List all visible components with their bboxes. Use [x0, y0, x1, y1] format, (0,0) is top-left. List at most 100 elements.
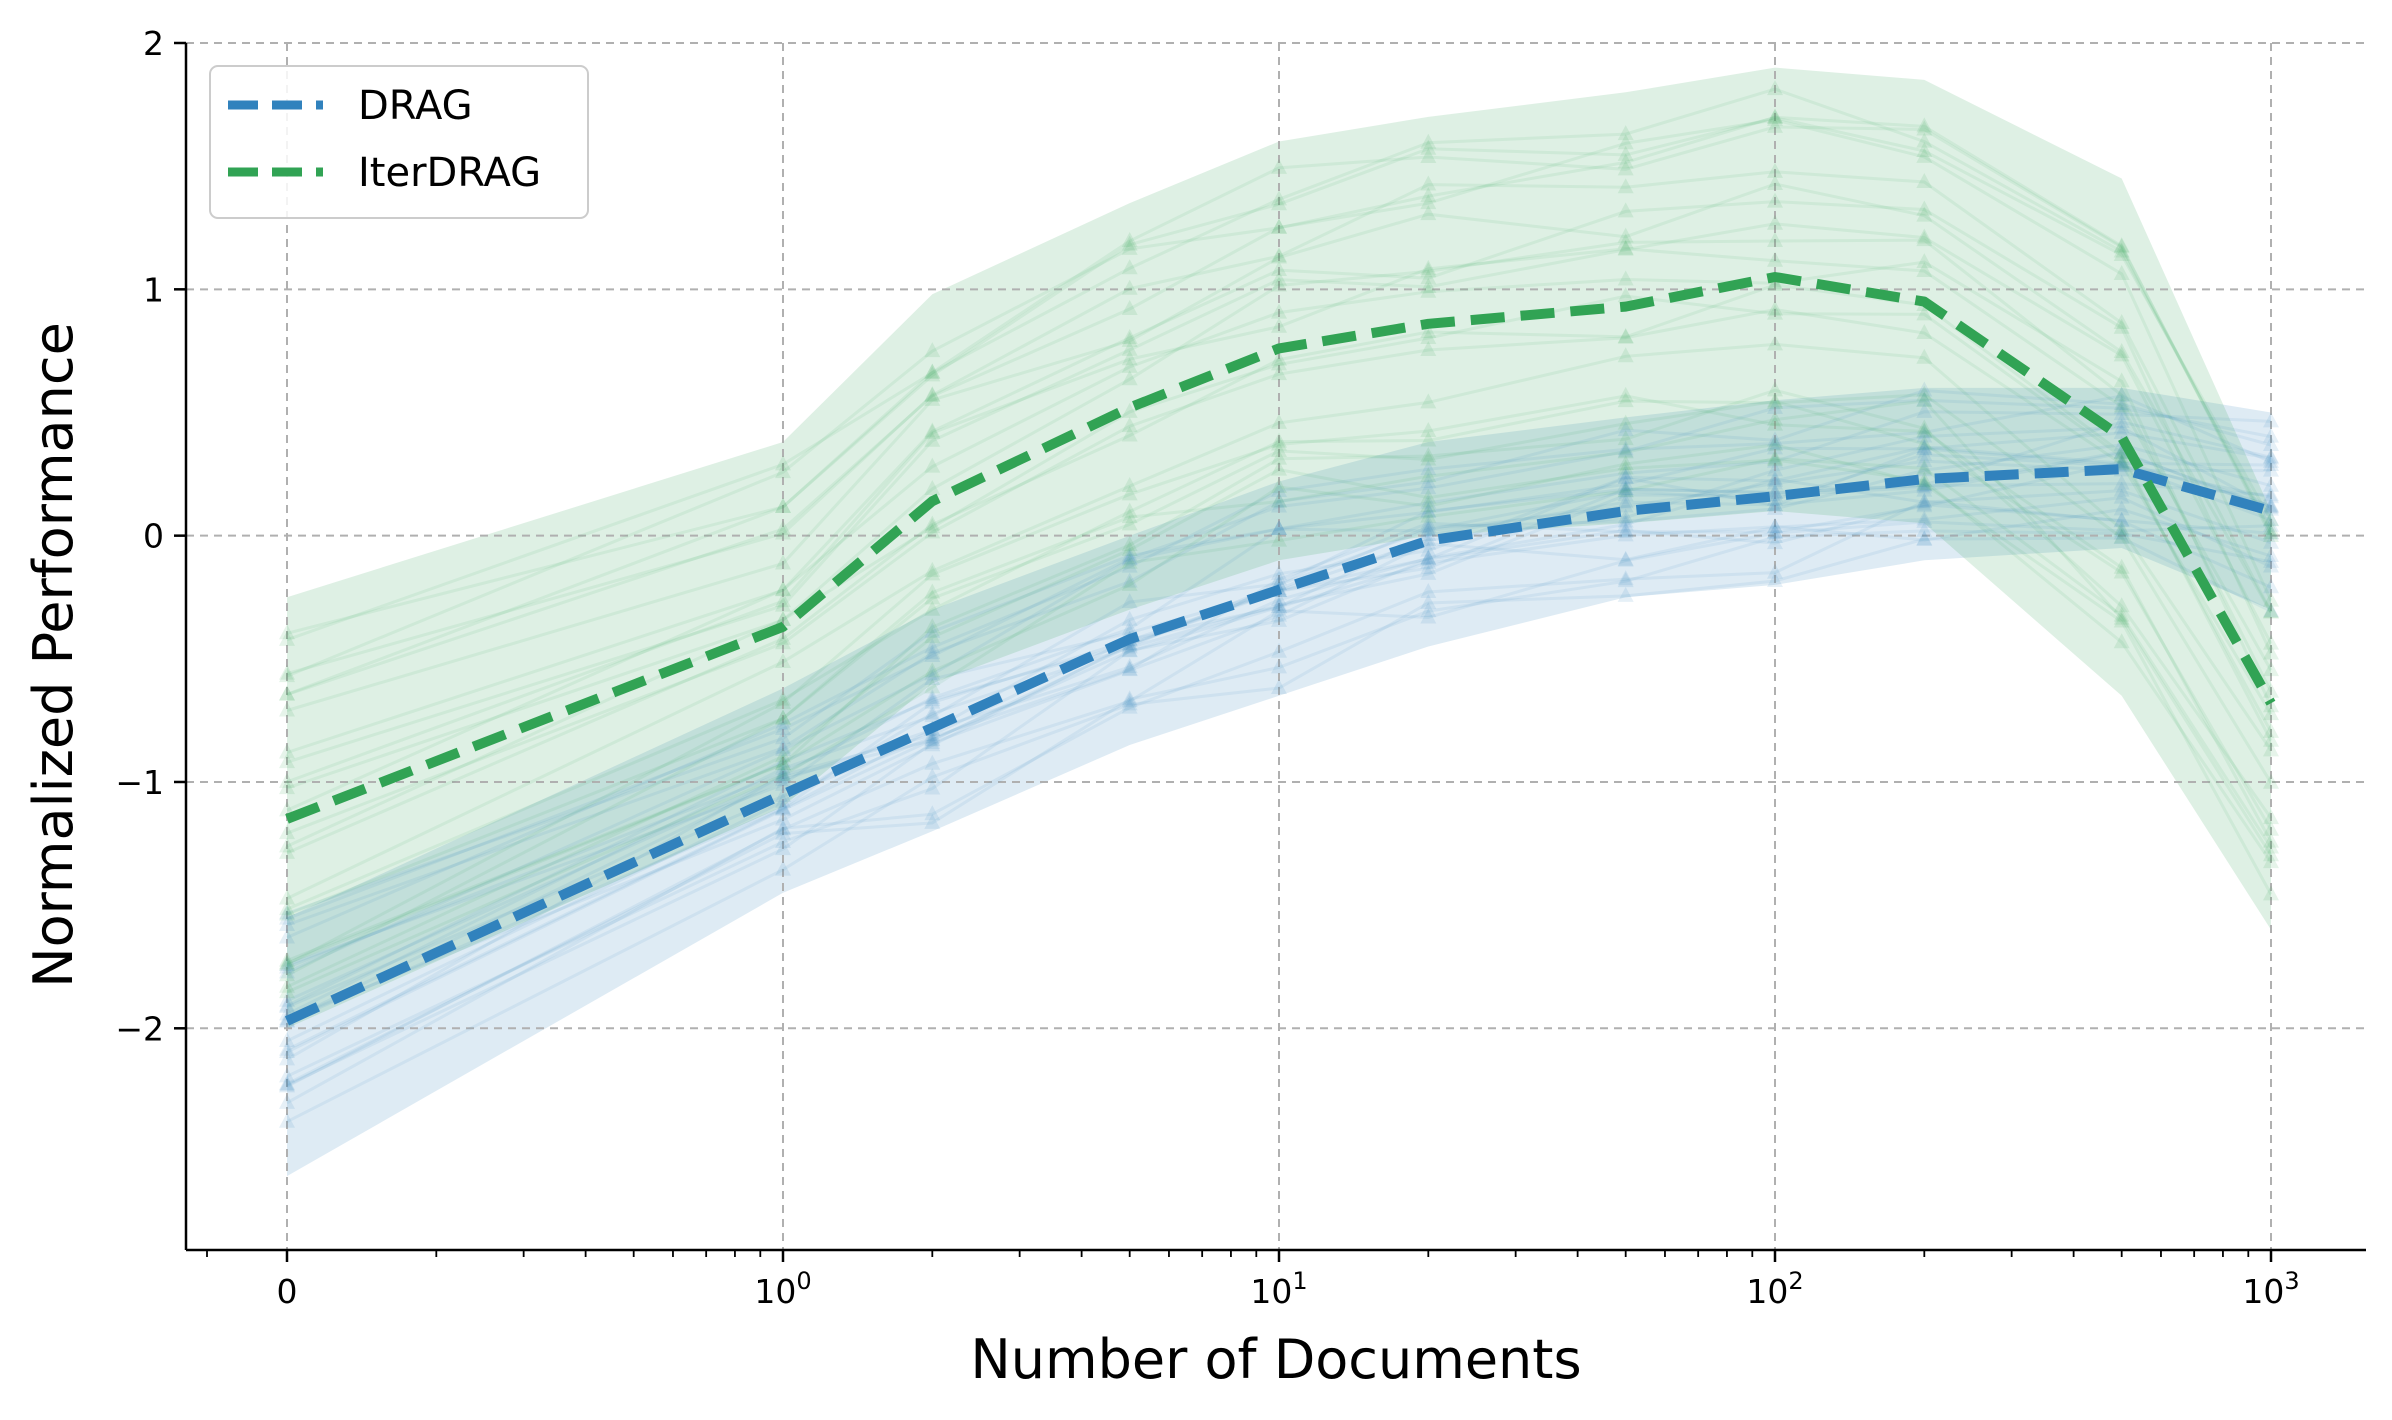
- run-marker: [2263, 603, 2279, 619]
- run-marker: [279, 1076, 295, 1092]
- run-marker: [1916, 262, 1933, 278]
- run-marker: [924, 622, 941, 638]
- run-marker: [775, 610, 791, 626]
- run-marker: [1121, 690, 1138, 706]
- run-marker: [279, 915, 295, 931]
- run-marker: [1916, 305, 1933, 321]
- run-marker: [1767, 483, 1783, 499]
- run-marker: [1617, 134, 1634, 150]
- run-marker: [2113, 633, 2130, 649]
- run-marker: [1420, 472, 1437, 488]
- run-marker: [1271, 520, 1287, 536]
- run-marker: [1121, 637, 1138, 653]
- run-marker: [924, 704, 941, 720]
- run-marker: [2113, 313, 2130, 329]
- run-marker: [279, 843, 295, 859]
- run-line: [286, 388, 2272, 927]
- run-marker: [279, 900, 295, 916]
- run-marker: [2113, 399, 2130, 415]
- run-marker: [279, 1077, 295, 1093]
- run-marker: [775, 792, 791, 808]
- run-marker: [1271, 596, 1287, 612]
- run-line: [286, 294, 2273, 848]
- run-line: [286, 399, 2273, 916]
- run-marker: [924, 768, 941, 784]
- run-marker: [1916, 402, 1933, 418]
- run-marker: [924, 457, 941, 473]
- run-marker: [2263, 427, 2279, 443]
- y-axis-title: Normalized Performance: [22, 322, 85, 988]
- run-marker: [1767, 483, 1783, 499]
- run-line: [286, 200, 2273, 754]
- run-marker: [1916, 475, 1933, 491]
- run-marker: [279, 624, 295, 640]
- run-marker: [1420, 139, 1437, 155]
- run-marker: [2113, 395, 2130, 411]
- run-marker: [775, 720, 791, 736]
- run-marker: [1271, 190, 1287, 206]
- legend-label-iterdrag: IterDRAG: [358, 150, 541, 196]
- run-marker: [2263, 533, 2279, 549]
- run-marker: [279, 753, 295, 769]
- run-marker: [1767, 435, 1783, 451]
- run-marker: [2263, 520, 2279, 536]
- run-marker: [1916, 172, 1933, 188]
- run-marker: [1916, 438, 1933, 454]
- run-marker: [1121, 641, 1138, 657]
- run-marker: [2113, 488, 2130, 504]
- run-marker: [775, 770, 791, 786]
- run-marker: [2113, 346, 2130, 362]
- run-marker: [2263, 722, 2279, 738]
- run-marker: [1420, 282, 1437, 298]
- run-marker: [279, 977, 295, 993]
- run-marker: [2263, 497, 2279, 513]
- run-marker: [1420, 583, 1437, 599]
- run-marker: [2263, 853, 2279, 869]
- run-marker: [2263, 578, 2279, 594]
- run-marker: [1271, 598, 1287, 614]
- run-marker: [924, 363, 941, 379]
- run-line: [286, 443, 2272, 1008]
- run-marker: [2263, 526, 2279, 542]
- run-marker: [279, 667, 295, 683]
- run-line: [286, 283, 2273, 855]
- run-marker: [279, 772, 295, 788]
- x-tick-exponent: 3: [2284, 1267, 2299, 1295]
- run-marker: [1617, 526, 1634, 542]
- run-marker: [1121, 502, 1138, 518]
- run-marker: [1271, 478, 1287, 494]
- run-line: [286, 477, 2272, 1052]
- run-marker: [1420, 450, 1437, 466]
- run-marker: [1121, 232, 1138, 248]
- run-marker: [279, 1093, 295, 1109]
- run-marker: [1767, 300, 1783, 316]
- run-marker: [1271, 441, 1287, 457]
- run-marker: [924, 688, 941, 704]
- run-marker: [1420, 421, 1437, 437]
- run-marker: [1420, 602, 1437, 618]
- run-marker: [1420, 194, 1437, 210]
- run-marker: [279, 779, 295, 795]
- run-marker: [1121, 426, 1138, 442]
- run-line: [286, 87, 2273, 642]
- run-marker: [279, 955, 295, 971]
- run-marker: [1916, 530, 1933, 546]
- run-marker: [775, 765, 791, 781]
- run-line: [286, 125, 2273, 696]
- run-marker: [775, 764, 791, 780]
- run-marker: [1617, 455, 1634, 471]
- run-marker: [775, 759, 791, 775]
- run-marker: [924, 386, 941, 402]
- run-marker: [1121, 370, 1138, 386]
- run-marker: [2263, 697, 2279, 713]
- run-marker: [2263, 682, 2279, 698]
- run-marker: [1271, 601, 1287, 617]
- run-marker: [2113, 447, 2130, 463]
- run-marker: [2113, 563, 2130, 579]
- run-line: [286, 260, 2273, 812]
- run-marker: [1271, 413, 1287, 429]
- run-marker: [1916, 120, 1933, 136]
- run-marker: [1617, 497, 1634, 513]
- run-marker: [775, 629, 791, 645]
- run-marker: [1121, 357, 1138, 373]
